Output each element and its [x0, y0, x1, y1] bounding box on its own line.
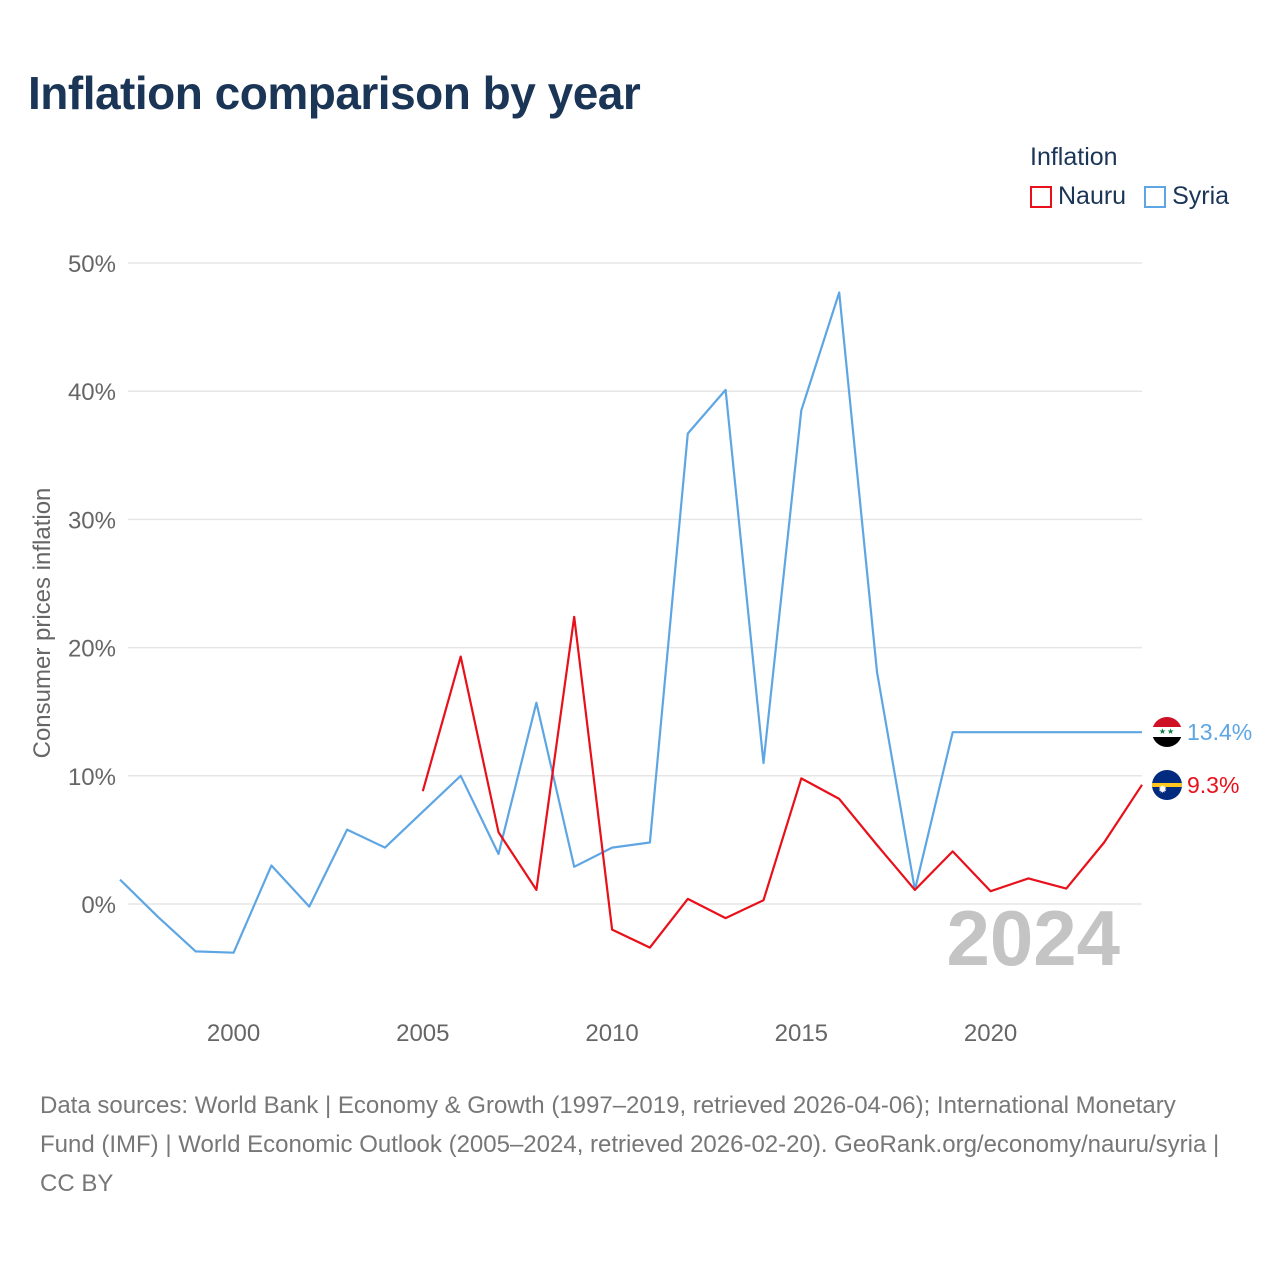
data-point-nauru[interactable]: [457, 653, 465, 661]
data-point-nauru[interactable]: [722, 914, 730, 922]
data-point-nauru[interactable]: [759, 896, 767, 904]
end-label-syria: 13.4%: [1187, 719, 1252, 745]
data-point-syria[interactable]: [154, 913, 162, 921]
legend-swatch-syria: [1144, 185, 1167, 208]
nauru-flag-icon: ✹: [1152, 770, 1182, 800]
y-axis-label: Consumer prices inflation: [29, 488, 56, 759]
data-point-nauru[interactable]: [532, 886, 540, 894]
data-point-syria[interactable]: [835, 288, 843, 296]
legend-swatch-nauru: [1030, 185, 1052, 208]
legend-item-nauru[interactable]: Nauru: [1030, 182, 1126, 211]
chart-title: Inflation comparison by year: [28, 67, 641, 119]
data-point-nauru[interactable]: [1024, 874, 1032, 882]
data-point-nauru[interactable]: [1100, 838, 1108, 846]
data-point-nauru[interactable]: [608, 926, 616, 934]
line-chart: 0% 10% 20% 30% 40% 50% 2000 2005 2010 2015 2020 C…: [29, 251, 1252, 1047]
data-point-nauru[interactable]: [646, 944, 654, 952]
data-point-syria[interactable]: [722, 386, 730, 394]
data-point-nauru[interactable]: [987, 887, 995, 895]
data-point-syria[interactable]: [116, 876, 124, 884]
legend-items: Nauru Syria: [1030, 182, 1229, 211]
data-point-nauru[interactable]: [873, 841, 881, 849]
data-point-nauru[interactable]: [419, 787, 427, 795]
data-point-syria[interactable]: [532, 699, 540, 707]
x-tick-label: 2005: [396, 1020, 449, 1047]
legend-title: Inflation: [1030, 143, 1118, 171]
y-tick-label: 20%: [68, 636, 116, 663]
data-point-syria[interactable]: [1138, 728, 1146, 736]
data-point-syria[interactable]: [192, 947, 200, 955]
y-axis-ticks: 0% 10% 20% 30% 40% 50%: [68, 251, 116, 919]
data-point-syria[interactable]: [1062, 728, 1070, 736]
data-point-syria[interactable]: [759, 759, 767, 767]
x-tick-label: 2000: [207, 1020, 260, 1047]
data-point-nauru[interactable]: [911, 886, 919, 894]
data-point-syria[interactable]: [457, 772, 465, 780]
data-point-nauru[interactable]: [797, 774, 805, 782]
data-point-syria[interactable]: [987, 728, 995, 736]
data-point-syria[interactable]: [495, 850, 503, 858]
end-labels: 9.3% 13.4%: [1187, 719, 1252, 798]
legend-label-syria: Syria: [1172, 182, 1230, 210]
data-point-syria[interactable]: [230, 949, 238, 957]
data-point-syria[interactable]: [1024, 728, 1032, 736]
data-point-syria[interactable]: [570, 863, 578, 871]
data-point-nauru[interactable]: [1138, 781, 1146, 789]
legend: Inflation Nauru Syria: [1030, 143, 1229, 211]
y-tick-label: 50%: [68, 251, 116, 278]
y-tick-label: 30%: [68, 507, 116, 534]
data-point-syria[interactable]: [608, 844, 616, 852]
data-point-syria[interactable]: [797, 406, 805, 414]
data-point-syria[interactable]: [419, 808, 427, 816]
data-point-syria[interactable]: [646, 838, 654, 846]
y-tick-label: 0%: [81, 892, 116, 919]
x-axis-ticks: 2000 2005 2010 2015 2020: [207, 1020, 1017, 1047]
data-point-nauru[interactable]: [570, 613, 578, 621]
data-point-syria[interactable]: [267, 862, 275, 870]
x-tick-label: 2015: [775, 1020, 828, 1047]
data-point-syria[interactable]: [873, 668, 881, 676]
data-point-syria[interactable]: [343, 826, 351, 834]
data-point-nauru[interactable]: [949, 847, 957, 855]
data-point-nauru[interactable]: [495, 828, 503, 836]
x-tick-label: 2010: [585, 1020, 638, 1047]
series-line-syria[interactable]: [119, 291, 1142, 954]
data-sources-note: Data sources: World Bank | Economy & Gro…: [40, 1092, 1220, 1197]
data-point-syria[interactable]: [381, 844, 389, 852]
data-point-nauru[interactable]: [684, 895, 692, 903]
data-point-nauru[interactable]: [835, 795, 843, 803]
syria-flag-icon: ★★: [1152, 717, 1182, 747]
data-point-nauru[interactable]: [1062, 885, 1070, 893]
legend-item-syria[interactable]: Syria: [1144, 182, 1229, 211]
data-point-syria[interactable]: [684, 430, 692, 438]
legend-label-nauru: Nauru: [1058, 182, 1127, 210]
end-label-nauru: 9.3%: [1187, 772, 1239, 798]
series-layer: [116, 288, 1146, 957]
y-tick-label: 40%: [68, 379, 116, 406]
data-point-syria[interactable]: [305, 903, 313, 911]
x-tick-label: 2020: [964, 1020, 1017, 1047]
series-line-nauru[interactable]: [421, 615, 1143, 949]
grid-lines: [128, 262, 1142, 905]
y-tick-label: 10%: [68, 764, 116, 791]
data-point-syria[interactable]: [1100, 728, 1108, 736]
year-watermark: 2024: [946, 894, 1120, 982]
data-point-syria[interactable]: [949, 728, 957, 736]
